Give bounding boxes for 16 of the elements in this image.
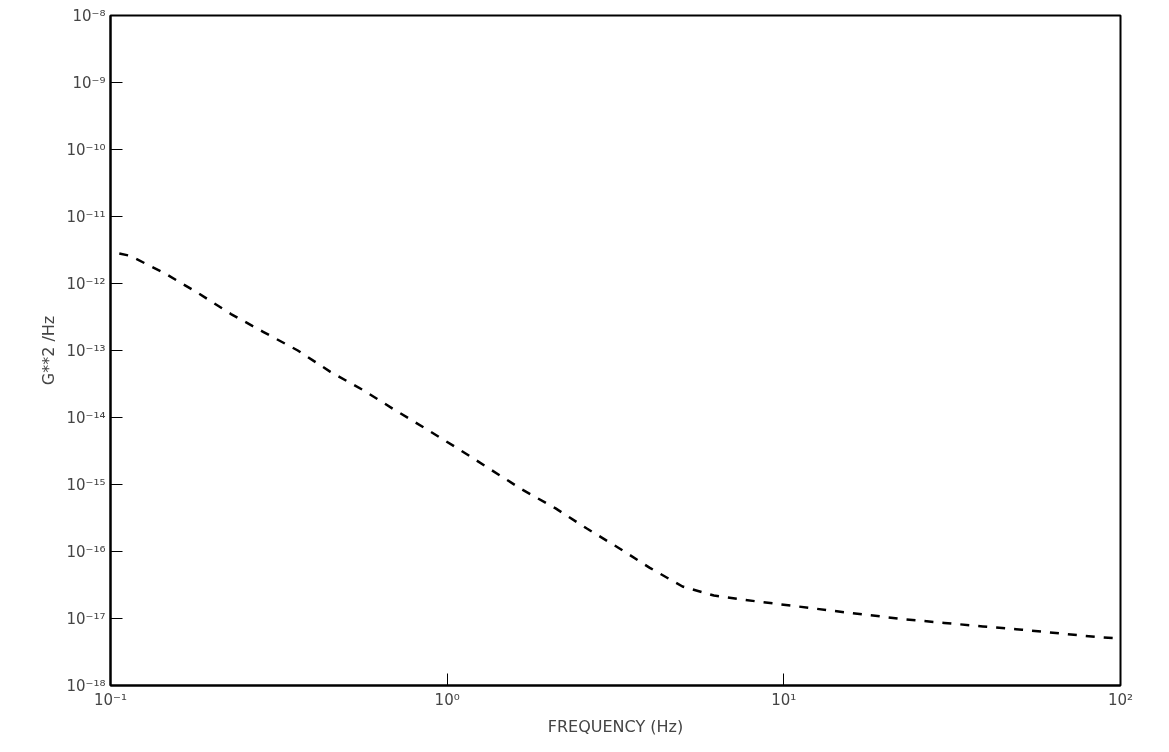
x-tick-label: 10⁻¹ [93, 690, 128, 709]
y-tick-label: 10⁻⁹ [72, 73, 106, 92]
y-tick-label: 10⁻¹⁴ [66, 408, 106, 427]
y-tick-label: 10⁻¹⁷ [66, 609, 106, 628]
y-tick-label: 10⁻¹² [66, 274, 106, 293]
y-tick-label: 10⁻¹⁶ [66, 542, 106, 561]
y-axis-title: G**2 /Hz [39, 315, 59, 386]
y-tick-label: 10⁻¹³ [66, 341, 106, 360]
x-tick-label: 10² [1107, 690, 1134, 709]
y-tick-label: 10⁻¹⁰ [66, 140, 106, 159]
y-tick-label: 10⁻⁸ [72, 6, 106, 25]
x-axis-title: FREQUENCY (Hz) [547, 716, 684, 736]
y-tick-label: 10⁻¹¹ [66, 207, 106, 226]
y-tick-label: 10⁻¹⁵ [66, 475, 106, 494]
x-tick-label: 10⁰ [434, 690, 460, 709]
x-tick-label: 10¹ [771, 690, 797, 709]
